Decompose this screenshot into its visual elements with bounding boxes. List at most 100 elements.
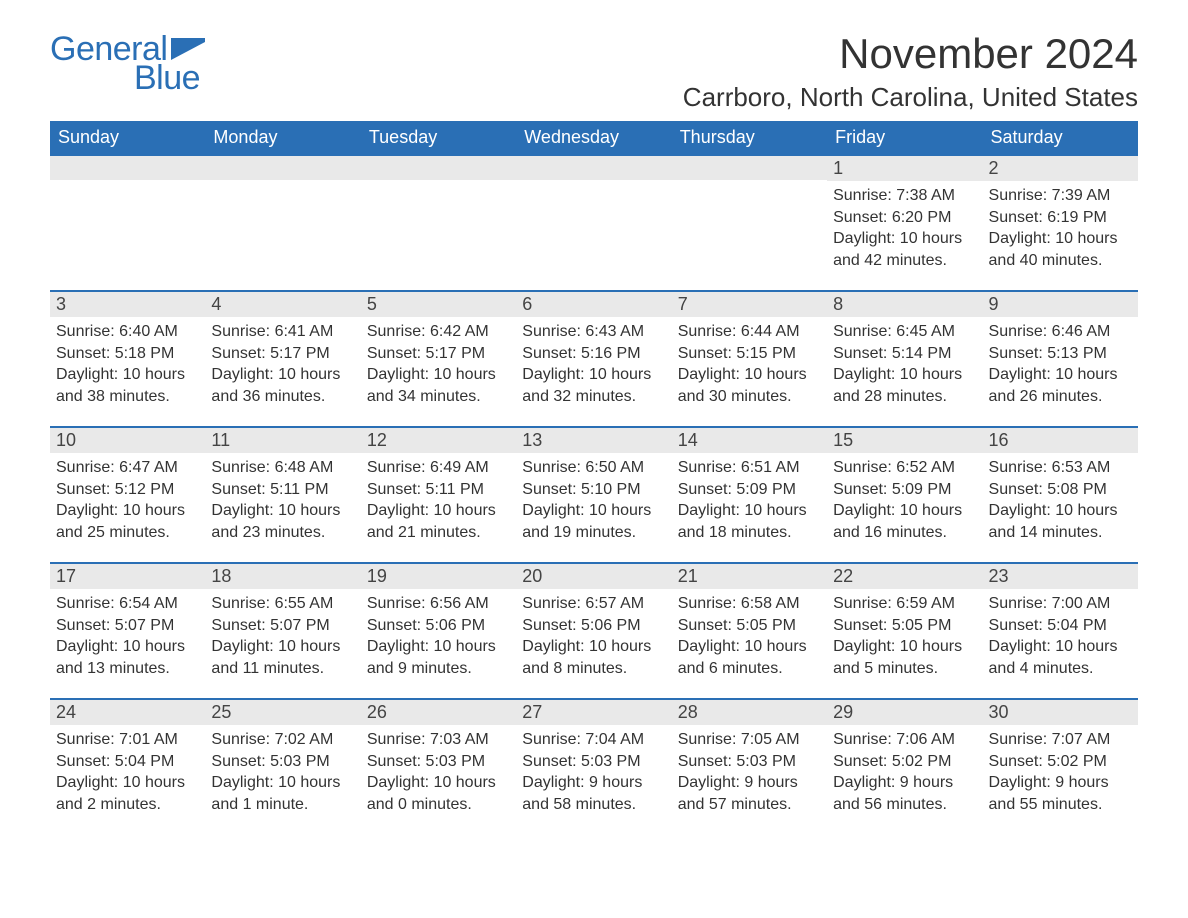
sunrise-line: Sunrise: 6:48 AM xyxy=(211,457,354,479)
logo-text-blue: Blue xyxy=(134,59,205,98)
day-details: Sunrise: 6:57 AMSunset: 5:06 PMDaylight:… xyxy=(516,589,671,683)
sunrise-line: Sunrise: 6:46 AM xyxy=(989,321,1132,343)
day-details: Sunrise: 7:02 AMSunset: 5:03 PMDaylight:… xyxy=(205,725,360,819)
day-details: Sunrise: 6:54 AMSunset: 5:07 PMDaylight:… xyxy=(50,589,205,683)
calendar-week-row: 10Sunrise: 6:47 AMSunset: 5:12 PMDayligh… xyxy=(50,426,1138,562)
sunrise-line: Sunrise: 6:52 AM xyxy=(833,457,976,479)
day-number: 18 xyxy=(205,562,360,589)
daylight-line: Daylight: 9 hours and 55 minutes. xyxy=(989,772,1132,815)
calendar-table: Sunday Monday Tuesday Wednesday Thursday… xyxy=(50,121,1138,834)
day-number: 29 xyxy=(827,698,982,725)
sunrise-line: Sunrise: 6:42 AM xyxy=(367,321,510,343)
day-details: Sunrise: 7:06 AMSunset: 5:02 PMDaylight:… xyxy=(827,725,982,819)
calendar-day-cell: 22Sunrise: 6:59 AMSunset: 5:05 PMDayligh… xyxy=(827,562,982,698)
sunrise-line: Sunrise: 6:57 AM xyxy=(522,593,665,615)
calendar-day-cell: 29Sunrise: 7:06 AMSunset: 5:02 PMDayligh… xyxy=(827,698,982,834)
calendar-day-cell: 3Sunrise: 6:40 AMSunset: 5:18 PMDaylight… xyxy=(50,290,205,426)
calendar-day-cell: 8Sunrise: 6:45 AMSunset: 5:14 PMDaylight… xyxy=(827,290,982,426)
calendar-day-cell: 12Sunrise: 6:49 AMSunset: 5:11 PMDayligh… xyxy=(361,426,516,562)
sunset-line: Sunset: 5:06 PM xyxy=(522,615,665,637)
calendar-day-cell: 1Sunrise: 7:38 AMSunset: 6:20 PMDaylight… xyxy=(827,154,982,290)
calendar-day-cell: 28Sunrise: 7:05 AMSunset: 5:03 PMDayligh… xyxy=(672,698,827,834)
day-details: Sunrise: 6:49 AMSunset: 5:11 PMDaylight:… xyxy=(361,453,516,547)
day-details: Sunrise: 6:41 AMSunset: 5:17 PMDaylight:… xyxy=(205,317,360,411)
sunset-line: Sunset: 5:09 PM xyxy=(833,479,976,501)
sunset-line: Sunset: 5:05 PM xyxy=(833,615,976,637)
day-details: Sunrise: 6:46 AMSunset: 5:13 PMDaylight:… xyxy=(983,317,1138,411)
sunrise-line: Sunrise: 6:56 AM xyxy=(367,593,510,615)
daylight-line: Daylight: 10 hours and 19 minutes. xyxy=(522,500,665,543)
sunrise-line: Sunrise: 6:50 AM xyxy=(522,457,665,479)
calendar-day-cell: 26Sunrise: 7:03 AMSunset: 5:03 PMDayligh… xyxy=(361,698,516,834)
empty-day-header xyxy=(516,154,671,180)
sunset-line: Sunset: 5:17 PM xyxy=(367,343,510,365)
sunset-line: Sunset: 5:12 PM xyxy=(56,479,199,501)
calendar-week-row: 24Sunrise: 7:01 AMSunset: 5:04 PMDayligh… xyxy=(50,698,1138,834)
daylight-line: Daylight: 10 hours and 1 minute. xyxy=(211,772,354,815)
calendar-day-cell: 20Sunrise: 6:57 AMSunset: 5:06 PMDayligh… xyxy=(516,562,671,698)
daylight-line: Daylight: 10 hours and 26 minutes. xyxy=(989,364,1132,407)
sunrise-line: Sunrise: 7:03 AM xyxy=(367,729,510,751)
empty-day-header xyxy=(672,154,827,180)
day-number: 7 xyxy=(672,290,827,317)
daylight-line: Daylight: 10 hours and 16 minutes. xyxy=(833,500,976,543)
sunset-line: Sunset: 5:18 PM xyxy=(56,343,199,365)
sunset-line: Sunset: 5:02 PM xyxy=(833,751,976,773)
weekday-header: Monday xyxy=(205,121,360,154)
sunset-line: Sunset: 5:03 PM xyxy=(522,751,665,773)
sunset-line: Sunset: 5:04 PM xyxy=(989,615,1132,637)
day-number: 16 xyxy=(983,426,1138,453)
daylight-line: Daylight: 9 hours and 56 minutes. xyxy=(833,772,976,815)
daylight-line: Daylight: 10 hours and 40 minutes. xyxy=(989,228,1132,271)
day-details: Sunrise: 7:01 AMSunset: 5:04 PMDaylight:… xyxy=(50,725,205,819)
sunrise-line: Sunrise: 7:04 AM xyxy=(522,729,665,751)
daylight-line: Daylight: 10 hours and 9 minutes. xyxy=(367,636,510,679)
calendar-week-row: 1Sunrise: 7:38 AMSunset: 6:20 PMDaylight… xyxy=(50,154,1138,290)
calendar-day-cell: 14Sunrise: 6:51 AMSunset: 5:09 PMDayligh… xyxy=(672,426,827,562)
logo: General Blue xyxy=(50,30,205,98)
weekday-header: Sunday xyxy=(50,121,205,154)
weekday-header: Tuesday xyxy=(361,121,516,154)
weekday-header: Wednesday xyxy=(516,121,671,154)
day-details: Sunrise: 6:52 AMSunset: 5:09 PMDaylight:… xyxy=(827,453,982,547)
location-subtitle: Carrboro, North Carolina, United States xyxy=(683,82,1138,113)
calendar-day-cell xyxy=(672,154,827,290)
day-details: Sunrise: 6:59 AMSunset: 5:05 PMDaylight:… xyxy=(827,589,982,683)
sunset-line: Sunset: 5:03 PM xyxy=(211,751,354,773)
sunset-line: Sunset: 5:04 PM xyxy=(56,751,199,773)
day-number: 19 xyxy=(361,562,516,589)
day-details: Sunrise: 6:45 AMSunset: 5:14 PMDaylight:… xyxy=(827,317,982,411)
empty-day-header xyxy=(361,154,516,180)
daylight-line: Daylight: 10 hours and 6 minutes. xyxy=(678,636,821,679)
sunrise-line: Sunrise: 6:55 AM xyxy=(211,593,354,615)
day-number: 2 xyxy=(983,154,1138,181)
calendar-day-cell: 7Sunrise: 6:44 AMSunset: 5:15 PMDaylight… xyxy=(672,290,827,426)
sunset-line: Sunset: 5:06 PM xyxy=(367,615,510,637)
sunrise-line: Sunrise: 6:54 AM xyxy=(56,593,199,615)
daylight-line: Daylight: 10 hours and 18 minutes. xyxy=(678,500,821,543)
daylight-line: Daylight: 9 hours and 57 minutes. xyxy=(678,772,821,815)
sunrise-line: Sunrise: 6:44 AM xyxy=(678,321,821,343)
calendar-day-cell xyxy=(205,154,360,290)
day-details: Sunrise: 6:55 AMSunset: 5:07 PMDaylight:… xyxy=(205,589,360,683)
calendar-day-cell: 5Sunrise: 6:42 AMSunset: 5:17 PMDaylight… xyxy=(361,290,516,426)
sunrise-line: Sunrise: 7:01 AM xyxy=(56,729,199,751)
day-number: 15 xyxy=(827,426,982,453)
calendar-day-cell: 15Sunrise: 6:52 AMSunset: 5:09 PMDayligh… xyxy=(827,426,982,562)
daylight-line: Daylight: 10 hours and 25 minutes. xyxy=(56,500,199,543)
daylight-line: Daylight: 10 hours and 23 minutes. xyxy=(211,500,354,543)
sunset-line: Sunset: 6:19 PM xyxy=(989,207,1132,229)
sunset-line: Sunset: 5:16 PM xyxy=(522,343,665,365)
sunset-line: Sunset: 5:03 PM xyxy=(367,751,510,773)
day-details: Sunrise: 7:03 AMSunset: 5:03 PMDaylight:… xyxy=(361,725,516,819)
daylight-line: Daylight: 10 hours and 13 minutes. xyxy=(56,636,199,679)
sunrise-line: Sunrise: 6:58 AM xyxy=(678,593,821,615)
day-number: 1 xyxy=(827,154,982,181)
day-details: Sunrise: 7:38 AMSunset: 6:20 PMDaylight:… xyxy=(827,181,982,275)
day-details: Sunrise: 6:51 AMSunset: 5:09 PMDaylight:… xyxy=(672,453,827,547)
sunrise-line: Sunrise: 6:51 AM xyxy=(678,457,821,479)
day-number: 20 xyxy=(516,562,671,589)
daylight-line: Daylight: 10 hours and 5 minutes. xyxy=(833,636,976,679)
daylight-line: Daylight: 10 hours and 36 minutes. xyxy=(211,364,354,407)
sunrise-line: Sunrise: 7:05 AM xyxy=(678,729,821,751)
